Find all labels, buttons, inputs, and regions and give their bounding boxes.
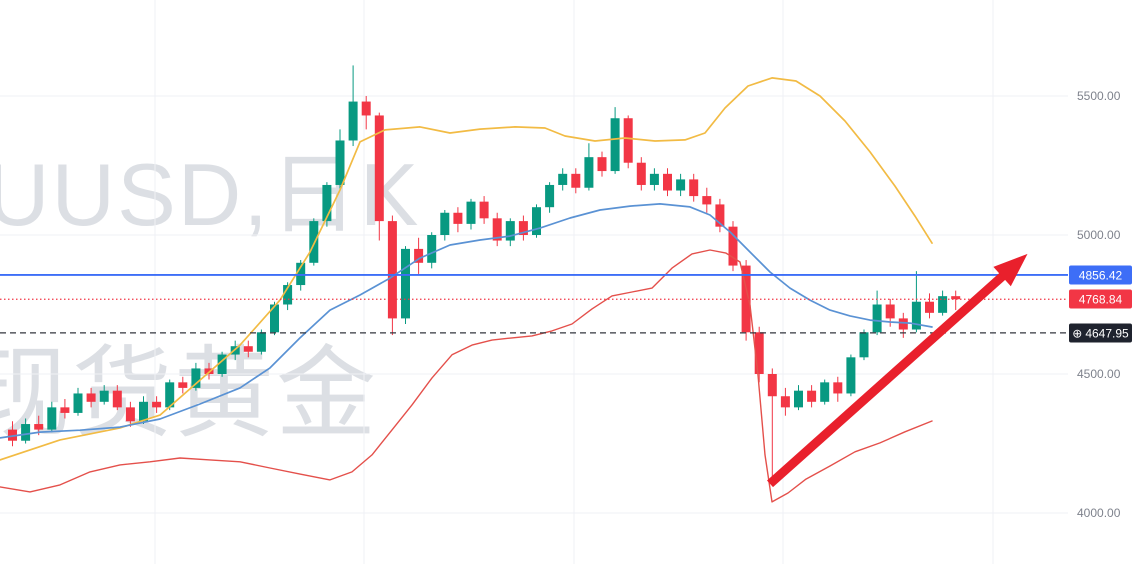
grid-layer <box>0 0 1068 564</box>
price-tag-last-value: 4768.84 <box>1078 292 1123 306</box>
price-tag-alert-value: 4647.95 <box>1085 326 1129 340</box>
axis-label-5000: 5000.00 <box>1077 228 1121 242</box>
price-tag-last-price: 4768.84 <box>1069 289 1132 309</box>
axis-label-4500: 4500.00 <box>1077 367 1121 381</box>
circle-plus-icon: ⊕ <box>1072 326 1083 340</box>
price-tag-blue-line[interactable]: 4856.42 <box>1069 265 1132 285</box>
price-tag-alert-line[interactable]: ⊕ 4647.95 <box>1069 323 1132 343</box>
trend-arrow[interactable] <box>767 253 1028 488</box>
price-tag-blue-value: 4856.42 <box>1078 268 1123 282</box>
price-axis[interactable]: 5500.00 5000.00 4500.00 4000.00 4856.42 … <box>1068 0 1135 564</box>
ma-yellow-line <box>0 77 933 461</box>
axis-label-4000: 4000.00 <box>1077 506 1121 520</box>
ma-blue-line <box>0 203 933 439</box>
candlestick-chart[interactable] <box>0 0 1068 564</box>
axis-label-5500: 5500.00 <box>1077 89 1121 103</box>
